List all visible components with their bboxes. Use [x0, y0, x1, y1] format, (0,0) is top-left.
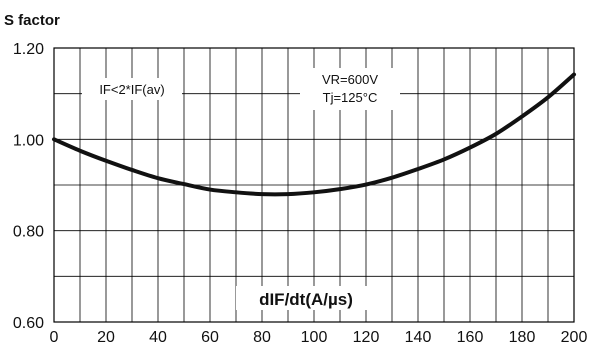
annotation-current-condition: IF<2*IF(av) — [99, 82, 164, 97]
y-tick-label: 0.60 — [13, 315, 44, 332]
x-tick-label: 20 — [97, 329, 115, 345]
x-tick-label: 100 — [301, 329, 328, 345]
annotation-junction-temp: Tj=125°C — [323, 90, 378, 105]
x-tick-label: 40 — [149, 329, 167, 345]
y-tick-label: 0.80 — [13, 224, 44, 241]
data-series — [52, 72, 576, 197]
annotation-box-conditions — [82, 78, 182, 100]
x-tick-label: 80 — [253, 329, 271, 345]
x-tick-label: 180 — [509, 329, 536, 345]
y-tick-label: 1.00 — [13, 132, 44, 149]
x-tick-label: 140 — [405, 329, 432, 345]
tick-labels: 0 20 40 60 80 100 120 140 160 180 200 0.60 0.80 1.00 1… — [13, 41, 588, 345]
y-axis-title: S factor — [4, 12, 60, 29]
x-tick-label: 120 — [353, 329, 380, 345]
annotation-box-params — [300, 68, 400, 110]
x-tick-label: 160 — [457, 329, 484, 345]
y-tick-label: 1.20 — [13, 41, 44, 58]
x-tick-label: 0 — [50, 329, 59, 345]
annotation-reverse-voltage: VR=600V — [322, 72, 378, 87]
series-line — [52, 72, 576, 197]
x-tick-label: 60 — [201, 329, 219, 345]
x-axis-title: dIF/dt(A/µs) — [259, 290, 353, 309]
x-axis-title-box — [236, 286, 378, 310]
plot-frame — [53, 47, 575, 323]
x-tick-label: 200 — [561, 329, 588, 345]
